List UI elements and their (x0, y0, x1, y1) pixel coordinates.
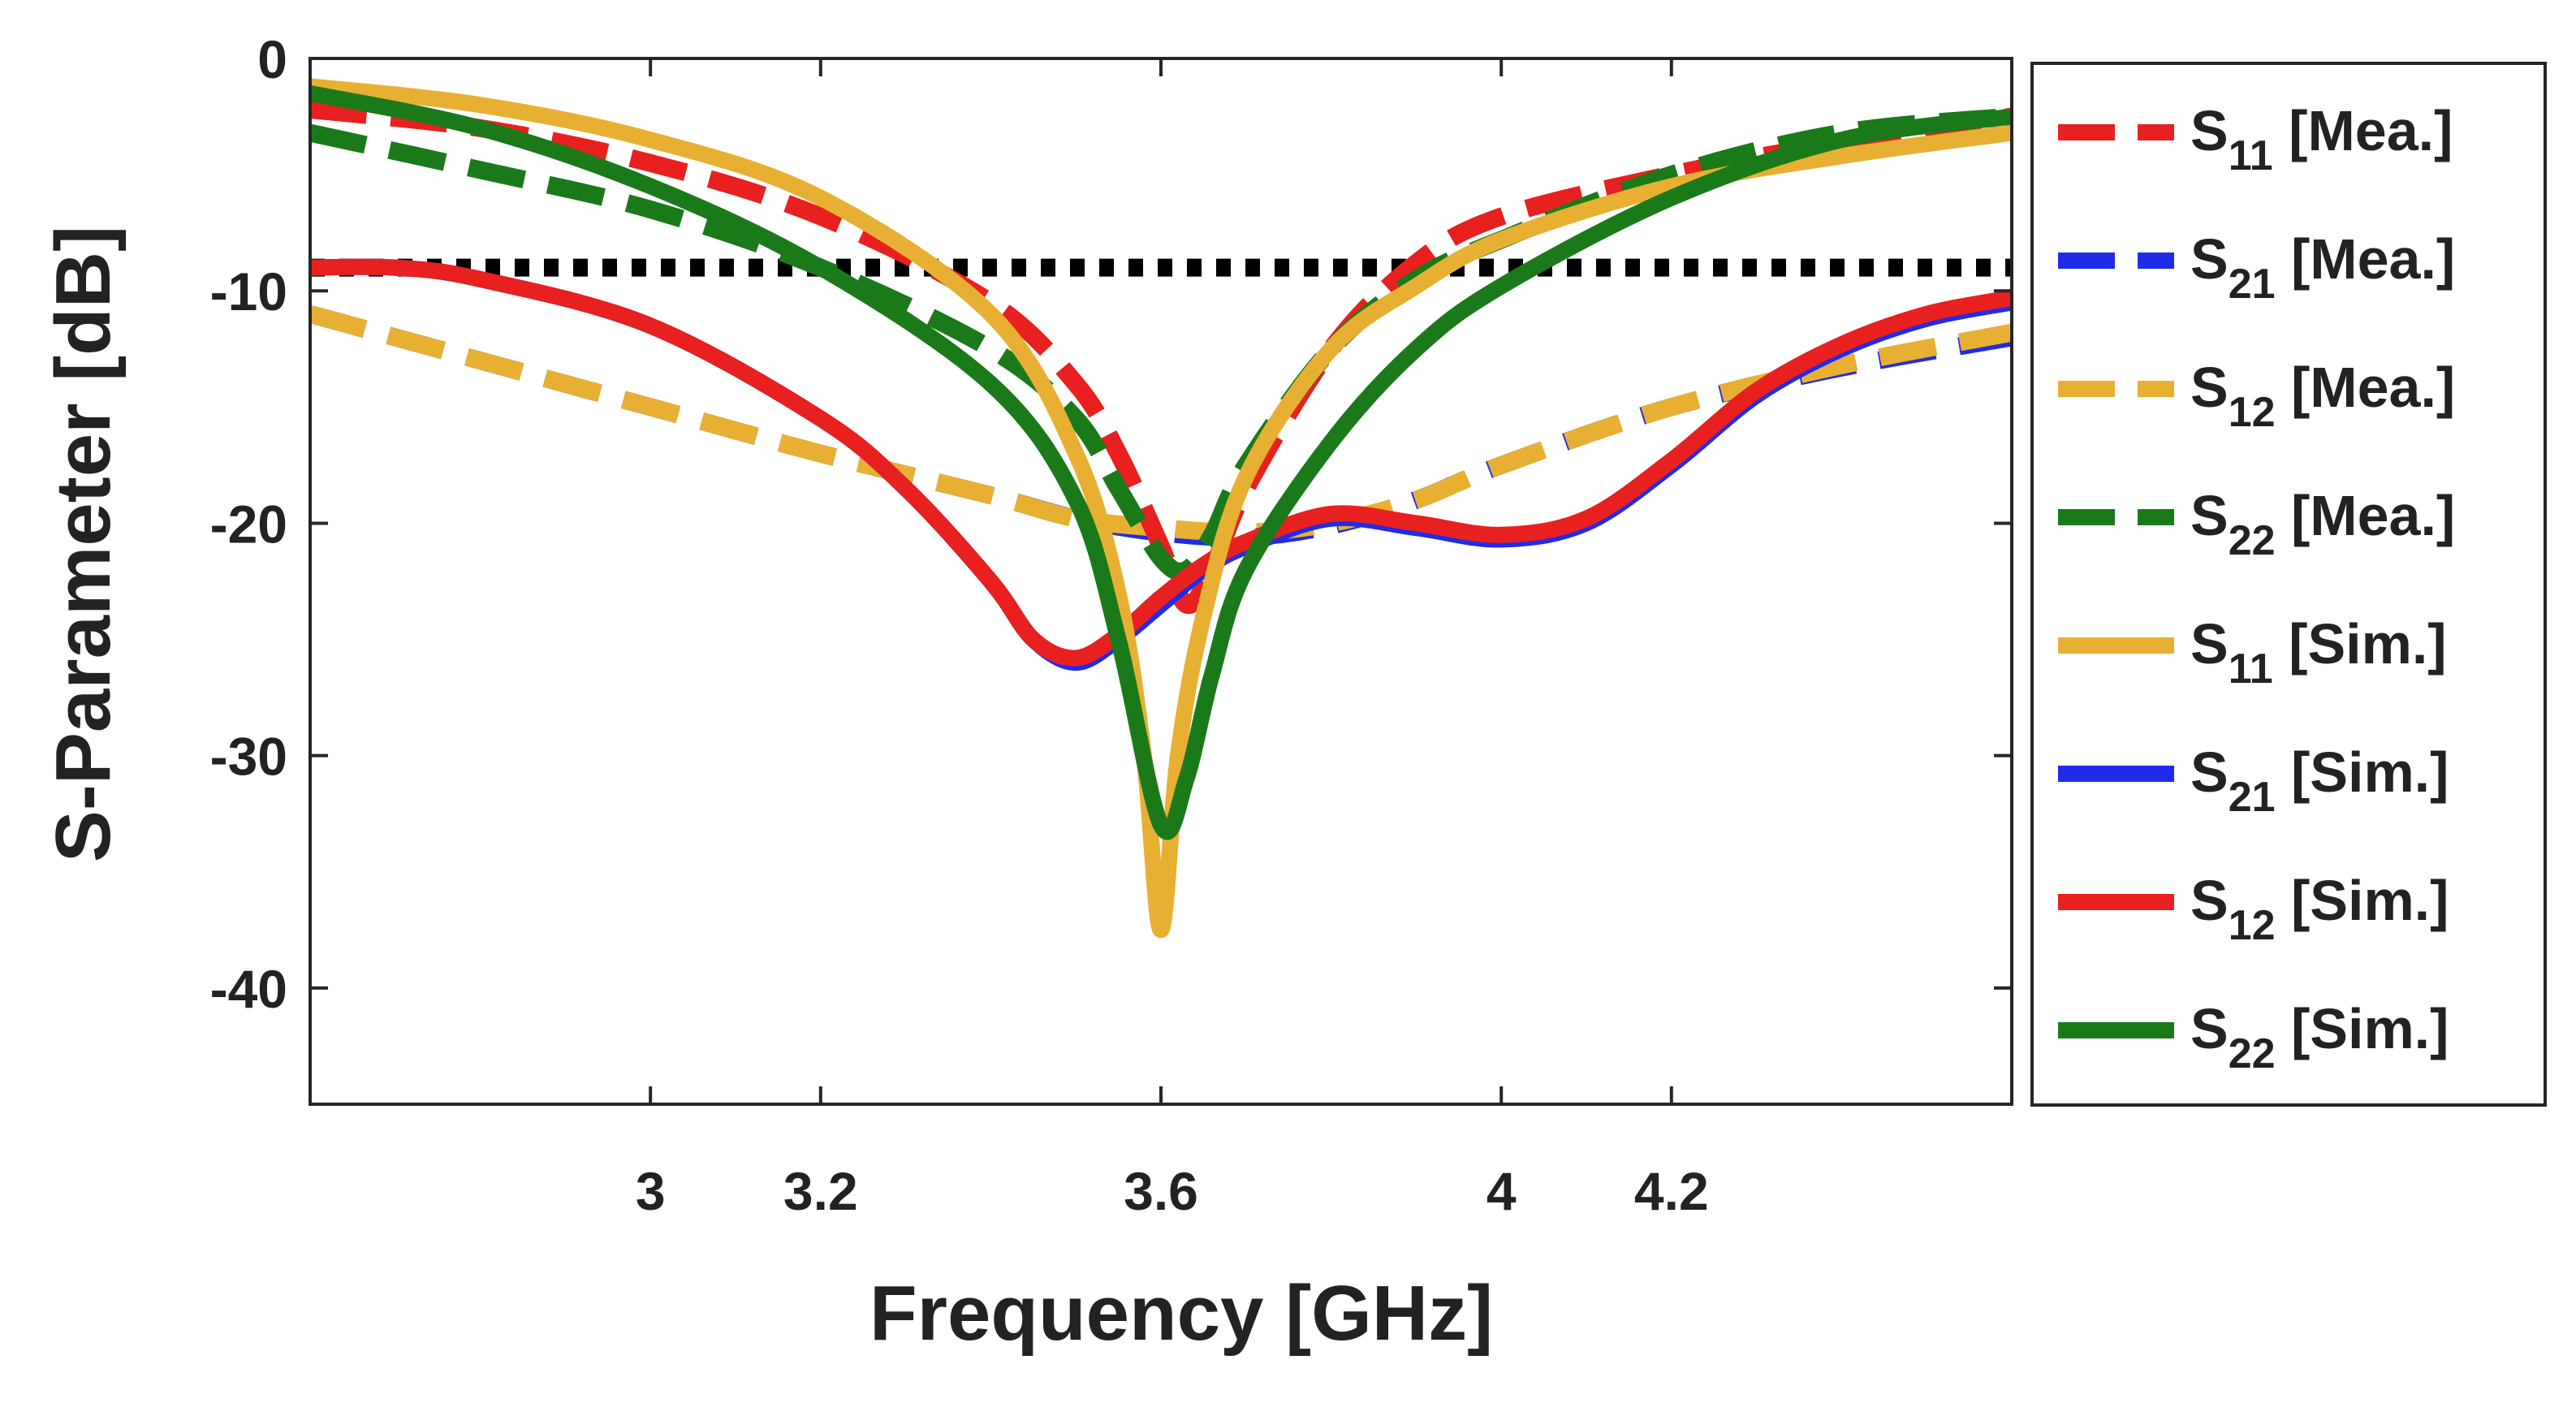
legend-label: S22 [Sim.] (2190, 997, 2449, 1077)
legend-label: S21 [Mea.] (2190, 227, 2455, 308)
series-line-s12-mea (310, 305, 2012, 542)
x-tick-label: 4 (1486, 1161, 1517, 1221)
y-tick-label: -20 (210, 494, 287, 554)
legend-label: S22 [Mea.] (2190, 484, 2455, 564)
x-axis-title: Frequency [GHz] (869, 1270, 1493, 1357)
axes-layer: 0 -10 -20 -30 -40 3 3.2 3.6 4 4.2 (210, 29, 2013, 1221)
legend-box (2030, 62, 2547, 1107)
x-tick-label: 4.2 (1634, 1161, 1709, 1221)
x-tick-label: 3 (636, 1161, 666, 1221)
y-tick-label: 0 (257, 29, 287, 89)
legend-label: S11 [Sim.] (2190, 612, 2447, 693)
series-line-s11-sim (310, 78, 2012, 939)
y-tick-label: -40 (210, 959, 287, 1019)
x-tick-label: 3.6 (1124, 1161, 1198, 1221)
series-line-s11-mea (310, 101, 2012, 615)
y-tick-label: -30 (210, 727, 287, 787)
series-layer (310, 78, 2012, 939)
series-line-s22-sim (310, 84, 2012, 840)
x-tick-label: 3.2 (783, 1161, 858, 1221)
y-axis-title: S-Parameter [dB] (40, 226, 127, 862)
legend-label: S12 [Mea.] (2190, 356, 2455, 436)
legend-label: S12 [Sim.] (2190, 869, 2449, 949)
legend-label: S11 [Mea.] (2190, 99, 2453, 179)
legend-label: S21 [Sim.] (2190, 740, 2449, 821)
series-line-s12-sim (310, 258, 2012, 667)
legend: S11 [Mea.] S21 [Mea.] S12 [Mea.] S22 [Mea.]… (2030, 62, 2547, 1107)
y-tick-label: -10 (210, 261, 287, 322)
